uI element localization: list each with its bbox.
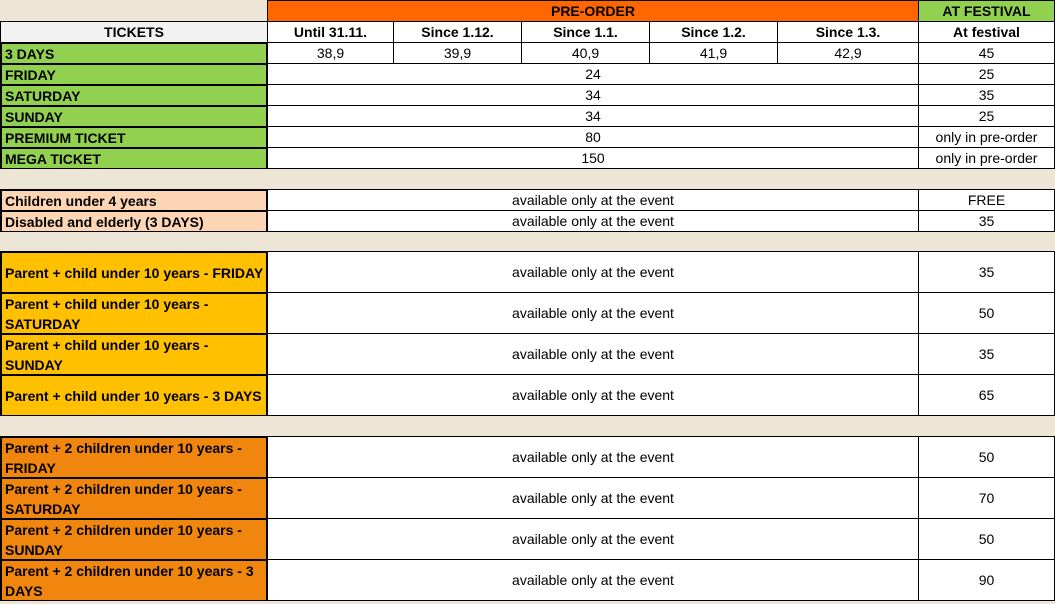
header-blank	[0, 0, 268, 22]
ticket-label: FRIDAY	[0, 63, 268, 85]
preorder-price: available only at the event	[267, 518, 919, 560]
festival-price: 25	[918, 63, 1055, 85]
preorder-price: 80	[267, 126, 919, 148]
ticket-label: MEGA TICKET	[0, 147, 268, 169]
festival-price: 35	[918, 333, 1055, 375]
preorder-price: available only at the event	[267, 292, 919, 334]
preorder-price: available only at the event	[267, 436, 919, 478]
ticket-label: Parent + 2 children under 10 years - SUN…	[0, 518, 268, 560]
ticket-label: Disabled and elderly (3 DAYS)	[0, 210, 268, 232]
festival-price: 50	[918, 436, 1055, 478]
preorder-header: PRE-ORDER	[267, 0, 919, 22]
preorder-price: available only at the event	[267, 210, 919, 232]
column-header: Since 1.1.	[521, 21, 650, 43]
festival-price: FREE	[918, 189, 1055, 211]
at-festival-header: AT FESTIVAL	[918, 0, 1055, 22]
column-header: Since 1.12.	[393, 21, 522, 43]
ticket-label: Parent + 2 children under 10 years - 3 D…	[0, 559, 268, 601]
preorder-price: 38,9	[267, 42, 394, 64]
festival-price: only in pre-order	[918, 126, 1055, 148]
festival-price: 65	[918, 374, 1055, 416]
preorder-price: 40,9	[521, 42, 650, 64]
festival-price: 90	[918, 559, 1055, 601]
preorder-price: 42,9	[777, 42, 919, 64]
festival-price: only in pre-order	[918, 147, 1055, 169]
ticket-label: Parent + child under 10 years - SATURDAY	[0, 292, 268, 334]
preorder-price: available only at the event	[267, 374, 919, 416]
preorder-price: 150	[267, 147, 919, 169]
festival-price: 45	[918, 42, 1055, 64]
preorder-price: available only at the event	[267, 333, 919, 375]
ticket-label: 3 DAYS	[0, 42, 268, 64]
festival-price: 35	[918, 84, 1055, 106]
ticket-label: Parent + child under 10 years - FRIDAY	[0, 251, 268, 293]
preorder-price: 34	[267, 84, 919, 106]
ticket-label: SUNDAY	[0, 105, 268, 127]
preorder-price: available only at the event	[267, 189, 919, 211]
ticket-label: SATURDAY	[0, 84, 268, 106]
column-header: Since 1.3.	[777, 21, 919, 43]
festival-price: 70	[918, 477, 1055, 519]
ticket-label: Parent + child under 10 years - 3 DAYS	[0, 374, 268, 416]
festival-price: 50	[918, 518, 1055, 560]
column-header: At festival	[918, 21, 1055, 43]
preorder-price: 41,9	[649, 42, 778, 64]
festival-price: 35	[918, 210, 1055, 232]
ticket-label: PREMIUM TICKET	[0, 126, 268, 148]
preorder-price: 24	[267, 63, 919, 85]
preorder-price: available only at the event	[267, 559, 919, 601]
festival-price: 25	[918, 105, 1055, 127]
column-header: Until 31.11.	[267, 21, 394, 43]
column-header: Since 1.2.	[649, 21, 778, 43]
ticket-label: Parent + child under 10 years - SUNDAY	[0, 333, 268, 375]
preorder-price: available only at the event	[267, 251, 919, 293]
ticket-label: Children under 4 years	[0, 189, 268, 211]
preorder-price: 34	[267, 105, 919, 127]
preorder-price: 39,9	[393, 42, 522, 64]
festival-price: 35	[918, 251, 1055, 293]
festival-price: 50	[918, 292, 1055, 334]
tickets-header: TICKETS	[0, 21, 268, 43]
ticket-label: Parent + 2 children under 10 years - SAT…	[0, 477, 268, 519]
ticket-label: Parent + 2 children under 10 years - FRI…	[0, 436, 268, 478]
preorder-price: available only at the event	[267, 477, 919, 519]
